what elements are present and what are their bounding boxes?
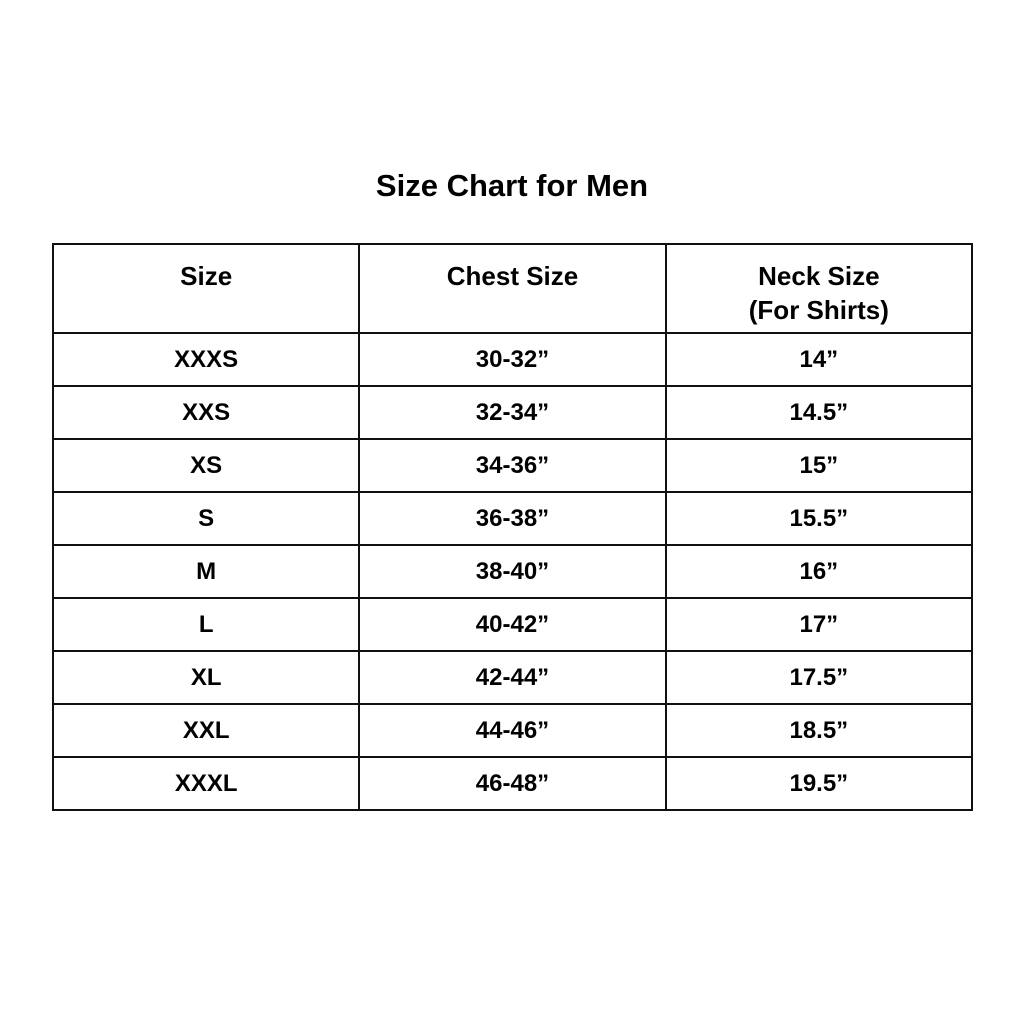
table-row: XXXL 46-48” 19.5” bbox=[51, 756, 974, 811]
header-label: Chest Size bbox=[446, 261, 579, 291]
header-label: Neck Size bbox=[758, 261, 880, 291]
neck-size-cell: 17” bbox=[664, 597, 974, 652]
header-neck-size: Neck Size (For Shirts) bbox=[664, 243, 974, 334]
neck-size-cell: 15” bbox=[664, 438, 974, 493]
neck-size-cell: 14.5” bbox=[664, 385, 974, 440]
header-chest-size: Chest Size bbox=[358, 243, 667, 334]
neck-size-cell: 17.5” bbox=[664, 650, 974, 705]
chest-size-cell: 30-32” bbox=[358, 332, 667, 387]
table-row: XL 42-44” 17.5” bbox=[51, 650, 974, 705]
size-cell: XXXL bbox=[51, 756, 361, 811]
size-cell: XXS bbox=[51, 385, 361, 440]
table-row: XS 34-36” 15” bbox=[51, 438, 974, 493]
table-row: XXXS 30-32” 14” bbox=[51, 332, 974, 387]
size-cell: S bbox=[51, 491, 361, 546]
size-cell: L bbox=[51, 597, 361, 652]
size-cell: M bbox=[51, 544, 361, 599]
chest-size-cell: 40-42” bbox=[358, 597, 667, 652]
neck-size-cell: 19.5” bbox=[664, 756, 974, 811]
header-size: Size bbox=[51, 243, 361, 334]
table-row: XXL 44-46” 18.5” bbox=[51, 703, 974, 758]
header-sublabel: (For Shirts) bbox=[748, 295, 889, 325]
table-row: XXS 32-34” 14.5” bbox=[51, 385, 974, 440]
chest-size-cell: 44-46” bbox=[358, 703, 667, 758]
header-label: Size bbox=[180, 261, 233, 291]
neck-size-cell: 16” bbox=[664, 544, 974, 599]
chest-size-cell: 34-36” bbox=[358, 438, 667, 493]
page-title: Size Chart for Men bbox=[375, 168, 649, 203]
chest-size-cell: 38-40” bbox=[358, 544, 667, 599]
neck-size-cell: 15.5” bbox=[664, 491, 974, 546]
table-header-row: Size Chest Size Neck Size (For Shirts) bbox=[51, 243, 974, 334]
size-chart-table: Size Chest Size Neck Size (For Shirts) XX… bbox=[51, 243, 974, 811]
size-cell: XS bbox=[51, 438, 361, 493]
table-row: S 36-38” 15.5” bbox=[51, 491, 974, 546]
chest-size-cell: 36-38” bbox=[358, 491, 667, 546]
size-cell: XXL bbox=[51, 703, 361, 758]
table-row: L 40-42” 17” bbox=[51, 597, 974, 652]
chest-size-cell: 42-44” bbox=[358, 650, 667, 705]
table-row: M 38-40” 16” bbox=[51, 544, 974, 599]
chest-size-cell: 46-48” bbox=[358, 756, 667, 811]
neck-size-cell: 18.5” bbox=[664, 703, 974, 758]
chest-size-cell: 32-34” bbox=[358, 385, 667, 440]
neck-size-cell: 14” bbox=[664, 332, 974, 387]
size-cell: XXXS bbox=[51, 332, 361, 387]
size-cell: XL bbox=[51, 650, 361, 705]
